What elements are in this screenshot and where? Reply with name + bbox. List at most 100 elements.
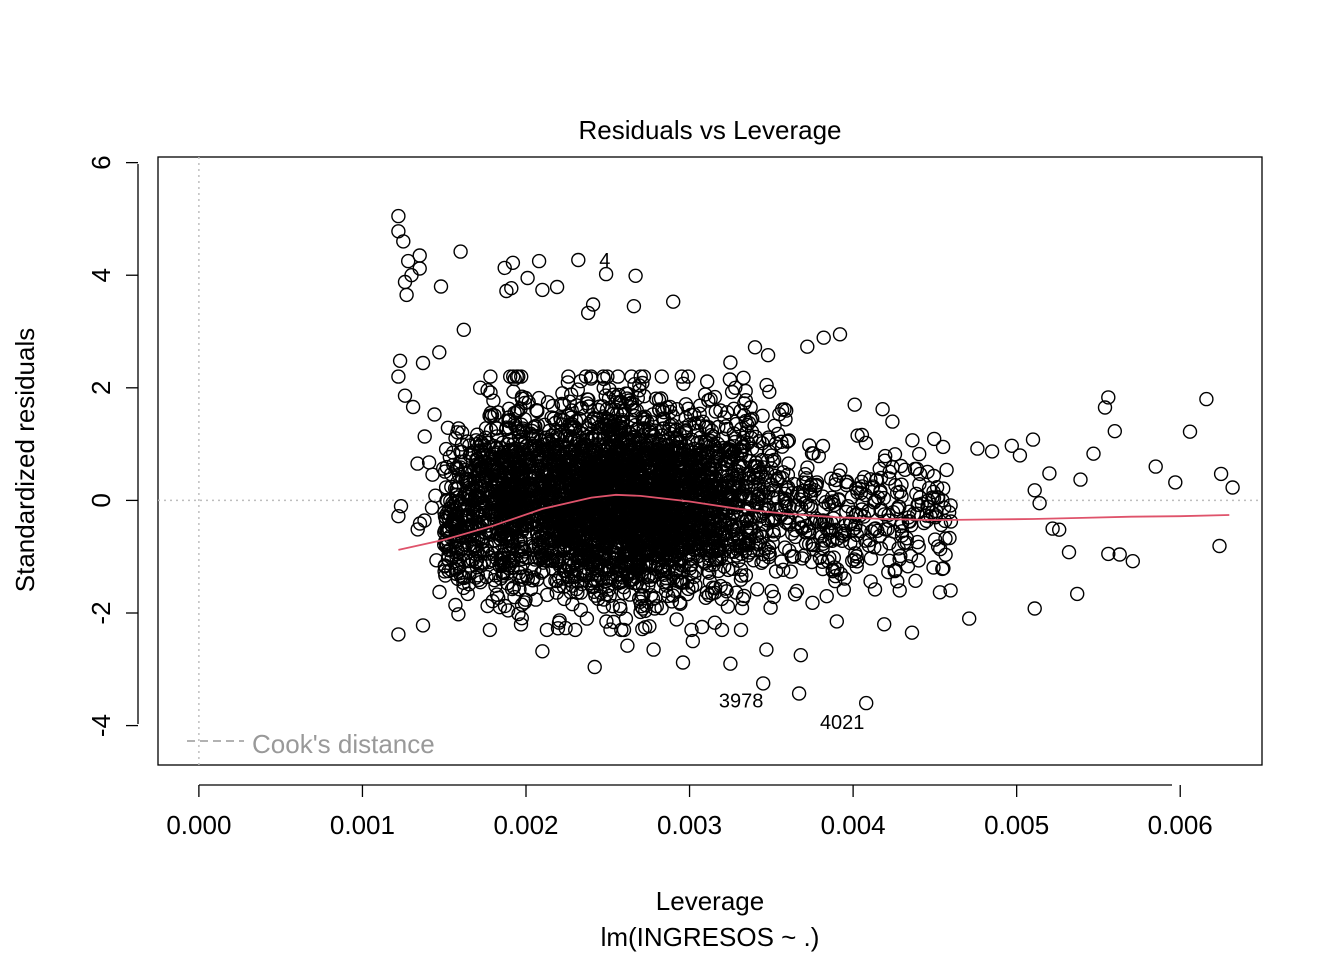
data-point [700, 446, 715, 461]
data-point [837, 571, 852, 586]
data-point [702, 565, 717, 580]
data-point [391, 627, 406, 642]
data-point [943, 583, 958, 598]
data-point [709, 443, 724, 458]
data-point [751, 488, 767, 503]
data-point [500, 603, 516, 618]
data-point [759, 377, 774, 393]
data-point [933, 517, 949, 533]
data-point [1101, 390, 1116, 405]
data-point [613, 601, 628, 617]
data-point [494, 550, 509, 565]
data-point [621, 449, 636, 464]
data-point [717, 443, 732, 459]
data-point [908, 573, 923, 588]
data-point [590, 468, 605, 484]
data-point [587, 445, 602, 460]
data-point [700, 563, 715, 579]
data-point [614, 394, 629, 410]
data-point [878, 522, 893, 537]
data-point [598, 266, 614, 282]
data-point [448, 597, 463, 613]
data-point [892, 583, 907, 598]
data-point [676, 376, 691, 391]
data-point [859, 695, 874, 711]
data-point [536, 552, 551, 568]
data-point [545, 553, 561, 569]
data-point [701, 420, 716, 435]
data-point [537, 465, 552, 480]
data-point [449, 550, 464, 565]
point-labels: 4 3978 4021 [599, 250, 864, 734]
data-point [701, 393, 716, 408]
data-point [787, 587, 803, 602]
data-point [774, 402, 790, 417]
model-formula-subtitle: lm(INGRESOS ~ .) [601, 922, 820, 952]
data-point [555, 534, 570, 549]
data-point [763, 600, 778, 615]
data-point [684, 622, 699, 638]
data-point [547, 534, 562, 549]
data-point [741, 467, 756, 482]
data-point [803, 498, 818, 514]
data-point [780, 510, 796, 526]
data-point [756, 460, 771, 475]
data-point [873, 501, 889, 517]
x-tick-label: 0.004 [821, 810, 886, 840]
data-point [550, 621, 566, 636]
data-point [805, 537, 820, 552]
data-point [415, 618, 431, 633]
data-point [499, 283, 514, 299]
data-point [620, 507, 635, 522]
data-point [885, 414, 900, 429]
data-point [836, 523, 852, 539]
legend: Cook's distance [187, 729, 435, 759]
data-point [525, 478, 540, 494]
data-point [604, 570, 620, 585]
data-point [504, 281, 519, 296]
data-point [882, 536, 897, 551]
data-point [769, 473, 785, 488]
data-point [585, 487, 600, 502]
data-point [617, 548, 632, 563]
data-point [505, 255, 521, 270]
data-point [681, 481, 696, 496]
data-point [688, 577, 703, 593]
data-point [481, 435, 496, 450]
data-point [714, 591, 729, 607]
x-tick-label: 0.000 [166, 810, 231, 840]
data-point [1032, 496, 1047, 511]
data-point [564, 410, 579, 425]
data-point [502, 412, 517, 428]
data-point [789, 583, 805, 599]
data-point [881, 565, 896, 580]
data-point [701, 474, 716, 489]
data-point [848, 507, 863, 522]
data-point [567, 423, 583, 439]
data-point [470, 543, 485, 559]
data-point [506, 369, 521, 384]
data-point [838, 518, 853, 533]
data-point [591, 461, 606, 477]
data-point [701, 588, 717, 603]
data-point [713, 403, 728, 418]
data-point [507, 486, 523, 501]
data-point [805, 595, 820, 610]
data-point [852, 481, 867, 496]
data-point [800, 460, 815, 475]
data-point [669, 474, 684, 490]
data-point [487, 505, 502, 520]
data-point [830, 562, 845, 577]
data-point [587, 659, 602, 675]
data-point [564, 553, 579, 568]
data-point [567, 420, 583, 435]
data-point [586, 410, 601, 426]
y-tick-label: 6 [86, 155, 116, 169]
data-point [511, 606, 526, 622]
data-point [592, 399, 607, 414]
data-point [429, 553, 444, 568]
x-tick-label: 0.006 [1148, 810, 1213, 840]
data-point [791, 485, 806, 500]
data-point [583, 478, 598, 493]
